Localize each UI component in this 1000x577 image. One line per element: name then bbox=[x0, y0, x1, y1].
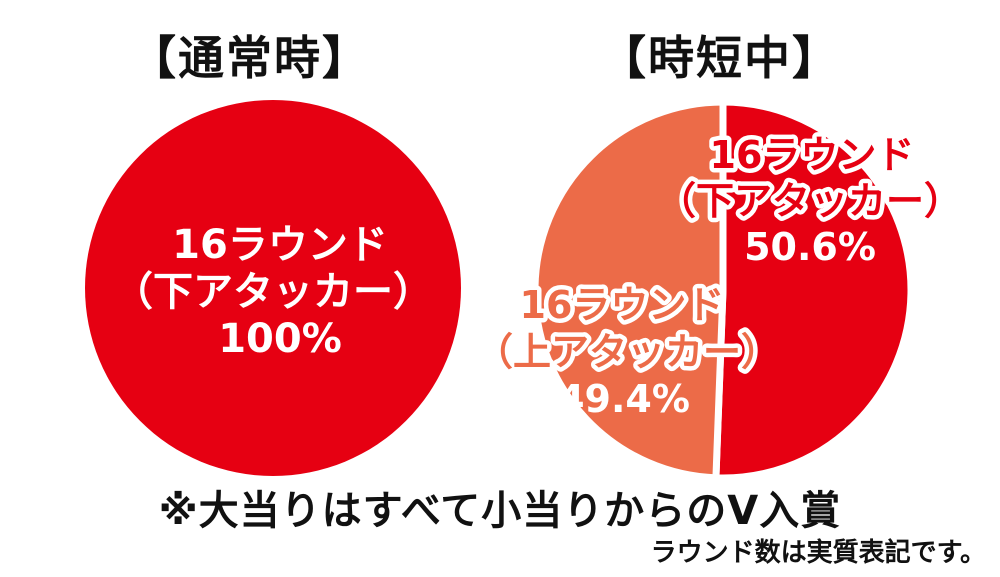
chart-title-jitan: 【時短中】 bbox=[600, 31, 840, 85]
pie-chart-jitan: 16ラウンド（下アタッカー）50.6%16ラウンド（上アタッカー）49.4% bbox=[470, 98, 967, 482]
pie-slice-ue-attacker bbox=[531, 98, 727, 482]
round-note: ラウンド数は実質表記です。 bbox=[650, 538, 986, 568]
chart-title-normal: 【通常時】 bbox=[130, 31, 370, 85]
slice-label-ue-rounds: 16ラウンド bbox=[520, 283, 725, 327]
slice-label-percent: 100% bbox=[218, 316, 342, 362]
slice-label-ue-percent: 49.4% bbox=[558, 377, 690, 421]
slice-label-ue-attacker: （上アタッカー） bbox=[475, 330, 779, 374]
slice-label-shita-percent: 50.6% bbox=[744, 225, 876, 269]
slice-label-shita-rounds: 16ラウンド bbox=[710, 133, 915, 177]
slice-label-rounds: 16ラウンド bbox=[172, 222, 388, 268]
pie-slice-shita-attacker bbox=[712, 98, 915, 482]
slice-label-shita-attacker: （下アタッカー） bbox=[658, 179, 962, 223]
pie-chart-normal: 16ラウンド（下アタッカー）100% bbox=[85, 100, 461, 476]
slice-label-attacker: （下アタッカー） bbox=[113, 269, 433, 315]
footnote: ※大当りはすべて小当りからのV入賞 bbox=[158, 488, 842, 534]
pie-slice-shita-attacker-100 bbox=[85, 100, 461, 476]
